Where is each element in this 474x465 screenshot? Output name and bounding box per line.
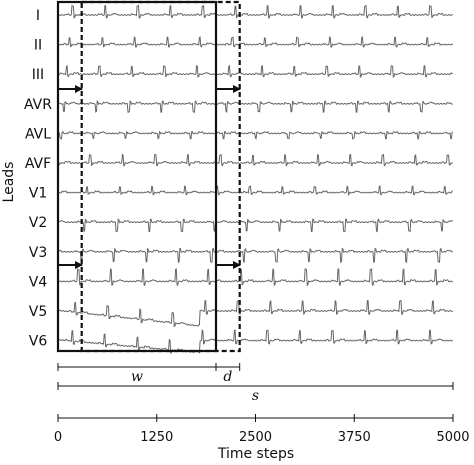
lead-trace xyxy=(57,130,454,140)
x-tick-label: 1250 xyxy=(140,430,173,445)
x-tick-label: 0 xyxy=(54,430,62,445)
lead-label: AVR xyxy=(24,97,52,113)
x-axis-title: Time steps xyxy=(217,446,294,462)
ecg-traces xyxy=(57,4,454,355)
lead-trace xyxy=(57,218,454,233)
lead-trace xyxy=(57,329,454,355)
x-tick-label: 2500 xyxy=(239,430,272,445)
dimension-annotations: w d s xyxy=(57,363,454,404)
lead-label: V5 xyxy=(29,304,47,320)
stride-label: d xyxy=(223,369,232,385)
y-axis-title: Leads xyxy=(1,162,17,203)
span-label: s xyxy=(252,388,259,404)
lead-label: V2 xyxy=(29,215,47,231)
lead-label: II xyxy=(34,38,42,54)
lead-label: V3 xyxy=(29,245,47,261)
x-tick-label: 5000 xyxy=(436,430,469,445)
x-axis: 0 1250 2500 3750 5000 xyxy=(54,414,470,445)
lead-label: AVL xyxy=(25,126,51,142)
lead-label: V4 xyxy=(29,274,48,290)
lead-label: V6 xyxy=(29,334,48,350)
lead-trace xyxy=(57,36,454,48)
lead-trace xyxy=(57,247,454,264)
lead-trace xyxy=(57,4,453,19)
lead-trace xyxy=(57,299,454,328)
lead-trace xyxy=(57,64,453,78)
lead-trace xyxy=(57,153,454,167)
lead-label: III xyxy=(32,67,44,83)
lead-trace xyxy=(57,267,453,287)
lead-trace xyxy=(57,100,453,114)
lead-label: V1 xyxy=(29,186,47,202)
window-width-label: w xyxy=(131,369,143,385)
lead-label: AVF xyxy=(25,156,51,172)
lead-trace xyxy=(57,185,453,196)
window-boxes xyxy=(56,0,241,353)
lead-label: I xyxy=(36,8,40,24)
x-tick-label: 3750 xyxy=(338,430,371,445)
shifted-window-box xyxy=(80,0,241,353)
